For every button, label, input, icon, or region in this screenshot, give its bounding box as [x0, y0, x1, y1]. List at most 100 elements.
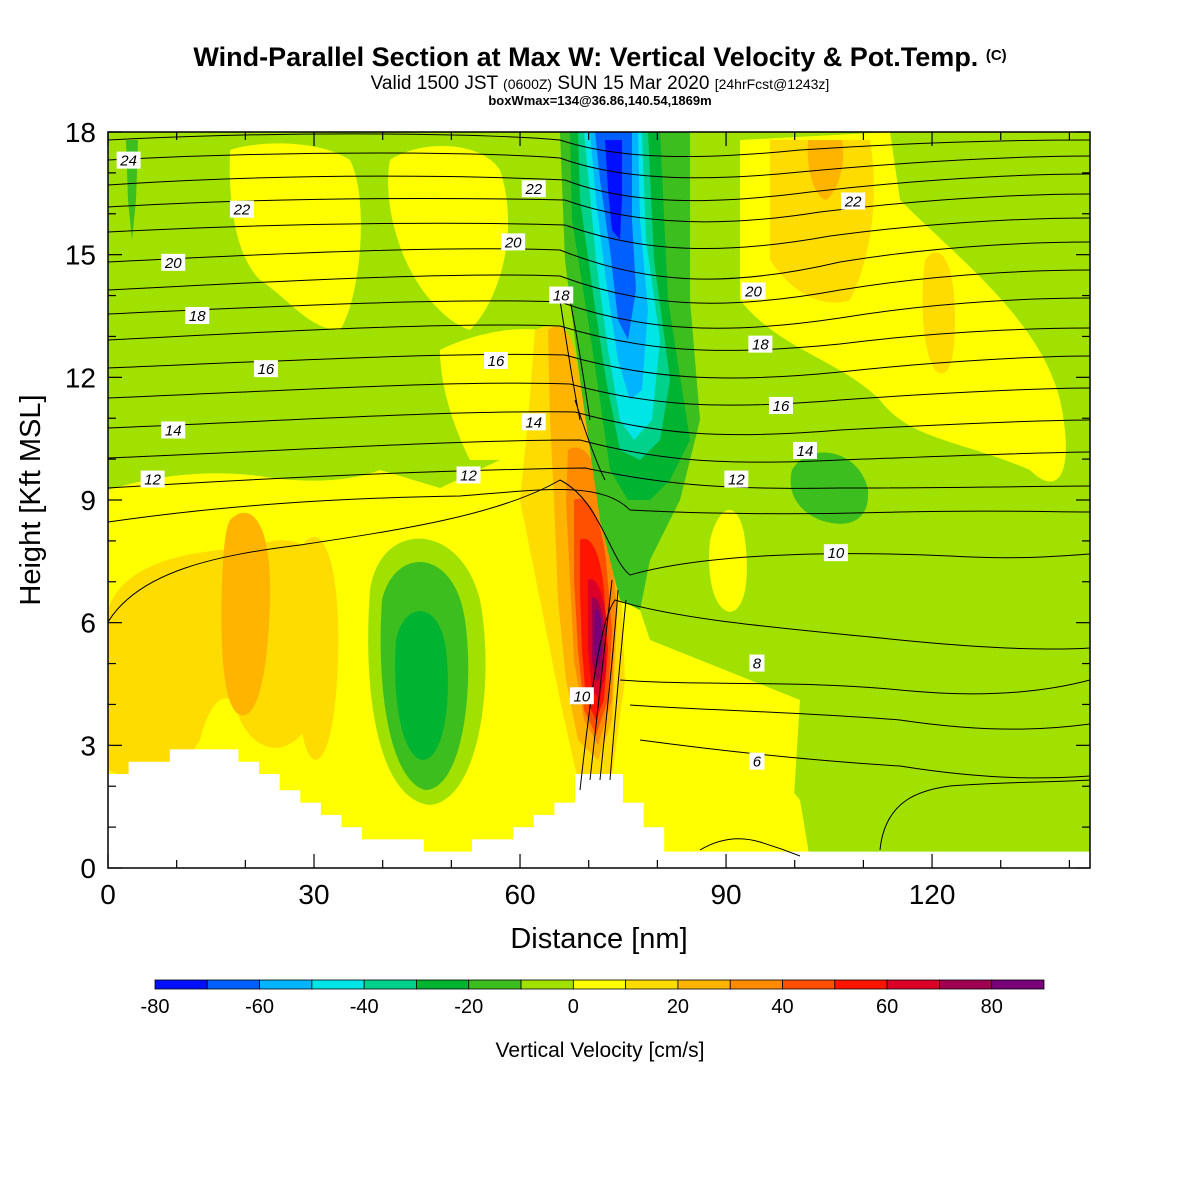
colorbar-swatch [311, 979, 365, 990]
theta-line [108, 324, 1090, 351]
contour-label: 8 [749, 654, 765, 673]
contour-label-text: 18 [553, 288, 570, 305]
colorbar-swatch [729, 979, 783, 990]
theta-line [108, 193, 1090, 223]
colorbar-swatch [991, 979, 1045, 990]
contour-label: 14 [793, 441, 818, 460]
chart-box-info: boxWmax=134@36.86,140.54,1869m [488, 93, 712, 108]
theta-line [108, 411, 1090, 436]
theta-line [108, 269, 1090, 304]
theta-line [108, 467, 1090, 489]
contour-label: 22 [521, 180, 546, 198]
contour-label: 20 [501, 233, 526, 251]
contour-label-bg [456, 466, 481, 484]
contour-label: 16 [253, 360, 278, 378]
y-tick-label: 9 [80, 485, 96, 516]
colorbar-swatch [782, 979, 836, 990]
colorbar-swatch [677, 979, 731, 990]
chart-title: Wind-Parallel Section at Max W: Vertical… [193, 42, 1007, 72]
contour-label: 12 [724, 470, 749, 489]
contour-label: 18 [748, 335, 773, 354]
colorbar-swatch [834, 979, 888, 990]
theta-line [108, 241, 1090, 280]
y-axis-title: Height [Kft MSL] [15, 394, 47, 605]
theta-line [619, 679, 1090, 695]
contour-label-text: 16 [258, 361, 275, 378]
contour-label: 14 [161, 421, 186, 439]
fill-low-yellow-right [620, 700, 810, 860]
colorbar-tick-label: 0 [568, 996, 579, 1018]
contour-label-bg [229, 200, 254, 218]
colorbar-swatch [259, 979, 313, 990]
contour-label-text: 14 [165, 422, 182, 439]
colorbar-tick-label: -40 [350, 996, 379, 1018]
fill-updraft-8 [594, 609, 603, 668]
fill-mid-lightorange [296, 536, 339, 760]
contour-label-text: 12 [144, 472, 161, 489]
contour-label-bg [161, 253, 186, 271]
terrain-mask [108, 749, 1090, 868]
colorbar-tick-label: -60 [245, 996, 274, 1018]
theta-line [629, 704, 1090, 730]
colorbar-tick-labels: -80 -60 -40 -20 0 20 40 60 80 [141, 996, 1003, 1018]
theta-line [108, 353, 1090, 379]
colorbar-tick-label: -80 [141, 996, 170, 1018]
fill-right-yellow-small [709, 510, 747, 612]
colorbar-swatch [468, 979, 522, 990]
colorbar-swatch [154, 979, 208, 990]
contour-label-text: 10 [828, 545, 845, 562]
contour-label: 12 [456, 466, 481, 484]
theta-line [108, 479, 1090, 623]
y-tick-label: 12 [65, 362, 96, 393]
contour-label: 24 [116, 151, 141, 170]
colorbar-swatch [572, 979, 627, 990]
contour-label: 22 [229, 200, 254, 219]
contour-label-bg [724, 470, 749, 488]
theta-line [108, 173, 1090, 202]
contour-label: 14 [521, 413, 546, 431]
contour-label-text: 14 [525, 414, 542, 431]
contour-label-bg [741, 282, 766, 300]
axis-tick-labels: 0 30 60 90 120 0 3 6 9 12 15 18 [65, 117, 956, 910]
theta-contour-labels: 24 22 22 22 20 20 20 18 18 18 16 16 16 14 14 14 12 12 12 10… [116, 151, 866, 771]
contour-label: 18 [185, 307, 210, 325]
theta-line [108, 297, 1090, 329]
contour-label-text: 18 [189, 308, 206, 325]
theta-line [108, 439, 1090, 463]
theta-line [639, 739, 1090, 779]
fill-lowleft-orange [221, 512, 271, 716]
contour-label-bg [483, 351, 508, 369]
contour-label-text: 24 [119, 153, 137, 170]
contour-label-text: 20 [164, 255, 182, 272]
y-tick-label: 6 [80, 608, 96, 639]
y-tick-label: 18 [65, 117, 96, 148]
contour-label-bg [841, 192, 866, 210]
contour-label-text: 12 [728, 472, 745, 489]
x-tick-label: 90 [710, 879, 741, 910]
contour-label: 12 [140, 470, 165, 489]
x-tick-label: 30 [298, 879, 329, 910]
colorbar-swatch [363, 979, 417, 990]
theta-line [579, 599, 1090, 791]
contour-label-bg [161, 421, 186, 439]
theta-line [559, 299, 606, 481]
chart-subtitle: Valid 1500 JST (0600Z) SUN 15 Mar 2020 [… [370, 73, 830, 94]
contour-label-text: 22 [844, 194, 862, 211]
theta-line [589, 579, 627, 781]
theta-line [699, 838, 801, 857]
contour-label-bg [749, 752, 765, 770]
fill-downdraft-6 [595, 132, 636, 340]
contour-label-text: 22 [524, 181, 542, 198]
colorbar-tick-label: 40 [771, 996, 793, 1018]
fill-right-lightorange [770, 140, 874, 303]
contour-label: 20 [741, 282, 766, 300]
contour-label-text: 8 [753, 656, 762, 673]
contour-label: 10 [569, 687, 594, 705]
x-tick-label: 60 [504, 879, 535, 910]
contour-label-bg [116, 151, 141, 169]
contour-label-bg [793, 441, 818, 459]
colorbar-tick-label: 20 [667, 996, 689, 1018]
contour-label-text: 6 [753, 754, 762, 771]
contour-label: 22 [841, 192, 866, 211]
